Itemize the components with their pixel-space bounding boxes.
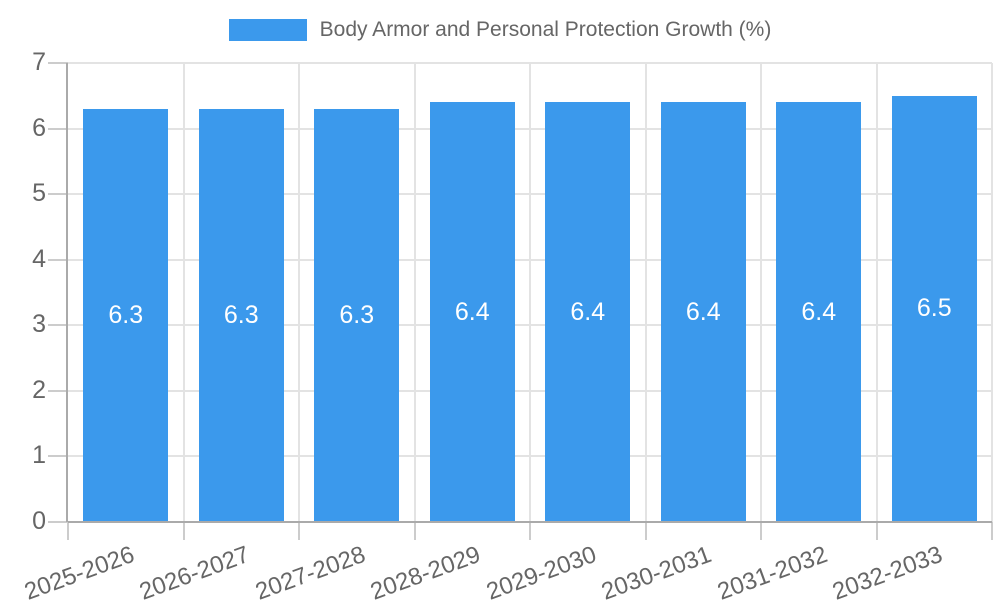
x-gridline: [298, 63, 300, 522]
x-tick-label: 2032-2033: [829, 541, 947, 606]
x-axis-line: [68, 521, 992, 523]
y-tick-label: 3: [32, 310, 46, 339]
y-axis-tick: [48, 62, 68, 64]
y-tick-label: 4: [32, 244, 46, 273]
y-axis-line: [66, 63, 68, 522]
y-axis-tick: [48, 389, 68, 392]
x-tick-label: 2031-2032: [713, 541, 831, 606]
x-axis-tick: [413, 522, 416, 540]
x-gridline: [644, 63, 647, 522]
bar-value-label: 6.4: [454, 297, 490, 326]
x-tick-label: 2026-2027: [136, 541, 254, 606]
x-gridline: [182, 63, 185, 522]
x-axis-tick: [182, 522, 185, 540]
y-tick-label: 2: [32, 375, 46, 404]
bar[interactable]: 6.3: [314, 108, 400, 522]
x-gridline: [991, 63, 993, 522]
bar[interactable]: 6.5: [891, 95, 977, 522]
bar-value-label: 6.3: [223, 300, 259, 329]
y-axis-tick: [48, 258, 68, 261]
x-axis-tick: [298, 522, 300, 540]
x-axis-tick: [644, 522, 647, 540]
x-gridline: [760, 63, 762, 522]
bar[interactable]: 6.4: [660, 102, 746, 522]
x-axis-tick: [875, 522, 878, 540]
bar-value-label: 6.5: [916, 294, 952, 323]
y-tick-label: 5: [32, 179, 46, 208]
y-tick-label: 0: [32, 506, 46, 535]
bar[interactable]: 6.4: [429, 102, 515, 522]
bar-value-label: 6.3: [339, 300, 375, 329]
x-axis-tick: [760, 522, 762, 540]
y-tick-label: 1: [32, 441, 46, 470]
x-gridline: [413, 63, 416, 522]
bar-value-label: 6.4: [685, 297, 721, 326]
x-tick-label: 2025-2026: [20, 541, 138, 606]
bar-value-label: 6.4: [801, 297, 837, 326]
x-tick-label: 2027-2028: [251, 541, 369, 606]
legend-label: Body Armor and Personal Protection Growt…: [319, 18, 772, 41]
bar-value-label: 6.3: [108, 300, 144, 329]
x-axis-tick: [991, 522, 993, 540]
y-tick-label: 6: [32, 113, 46, 142]
x-gridline: [875, 63, 878, 522]
x-tick-label: 2030-2031: [598, 541, 716, 606]
y-axis-tick: [48, 324, 68, 327]
y-tick-label: 7: [32, 47, 46, 76]
bar[interactable]: 6.3: [198, 108, 284, 522]
y-axis-tick: [48, 193, 68, 196]
y-axis-tick: [48, 455, 68, 458]
legend-swatch-icon: [228, 19, 307, 41]
y-axis-tick: [48, 521, 68, 523]
y-axis-tick: [48, 127, 68, 130]
legend-item[interactable]: Body Armor and Personal Protection Growt…: [228, 16, 772, 44]
x-tick-label: 2029-2030: [482, 541, 600, 606]
x-gridline: [529, 63, 531, 522]
bar[interactable]: 6.3: [83, 108, 169, 522]
x-tick-label: 2028-2029: [367, 541, 485, 606]
x-axis-tick: [67, 522, 69, 540]
bar-value-label: 6.4: [570, 297, 606, 326]
legend: Body Armor and Personal Protection Growt…: [0, 16, 1000, 44]
bar[interactable]: 6.4: [545, 102, 631, 522]
bar[interactable]: 6.4: [776, 102, 862, 522]
x-axis-tick: [529, 522, 531, 540]
